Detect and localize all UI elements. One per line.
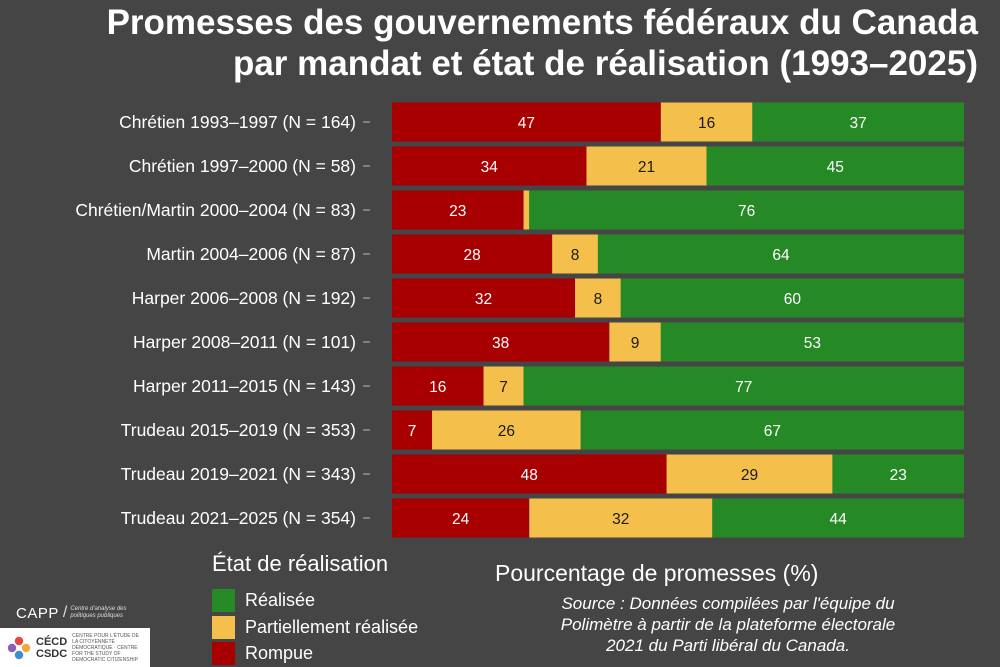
data-label: 76 (738, 203, 755, 220)
data-label: 8 (571, 247, 580, 264)
capp-slash: / (62, 604, 68, 621)
data-label: 38 (492, 335, 509, 352)
bar-segment (666, 454, 833, 494)
data-label: 16 (698, 115, 715, 132)
bar-segment (392, 366, 484, 406)
data-label: 47 (518, 115, 535, 132)
bar-segment (392, 410, 433, 450)
bar-segment (586, 146, 707, 186)
source-line: Polimètre à partir de la plateforme élec… (560, 615, 896, 634)
bar-segment (392, 498, 530, 538)
cecd-logo: CÉCD CSDC CENTRE POUR L'ÉTUDE DE LA CITO… (0, 628, 150, 667)
data-label: 23 (890, 467, 907, 484)
bar-segment (392, 146, 587, 186)
bar-segment (832, 454, 964, 494)
bar-segment (392, 278, 576, 318)
data-label: 23 (449, 203, 466, 220)
capp-description: Centre d'analyse des politiques publique… (70, 606, 127, 619)
cecd-description: CENTRE POUR L'ÉTUDE DE LA CITOYENNETÉ DÉ… (72, 632, 139, 663)
legend-swatch-rompue (212, 641, 235, 665)
bar-segment (706, 146, 964, 186)
data-label: 21 (638, 159, 655, 176)
x-axis-title: Pourcentage de promesses (%) (495, 560, 819, 586)
bar-segment (575, 278, 621, 318)
legend-item-partiellement: Partiellement réalisée (212, 615, 418, 639)
bar-segment (660, 102, 753, 142)
cecd-emblem-icon (7, 636, 31, 659)
capp-name: CAPP (16, 604, 59, 622)
chart-title-line-1: Promesses des gouvernements fédéraux du … (106, 3, 978, 42)
data-label: 26 (498, 423, 515, 440)
data-label: 24 (452, 511, 470, 528)
bar-segment (523, 366, 964, 406)
data-label: 77 (735, 379, 752, 396)
bar-segment (752, 102, 964, 142)
legend-title: État de réalisation (212, 551, 389, 576)
bar-segment (392, 190, 524, 230)
source-line: 2021 du Parti libéral du Canada. (606, 636, 850, 655)
bar-segment (392, 454, 667, 494)
bar-segment (523, 190, 530, 230)
y-tick-label: Harper 2006–2008 (N = 192) (132, 288, 356, 308)
data-label: 67 (764, 423, 781, 440)
chart-title-line-2: par mandat et état de réalisation (1993–… (232, 44, 978, 83)
y-tick-label: Chrétien 1997–2000 (N = 58) (129, 156, 356, 176)
data-label: 48 (521, 467, 538, 484)
bar-segment (580, 410, 964, 450)
data-label: 9 (631, 335, 640, 352)
bar-segment (552, 234, 598, 274)
bar-segment (609, 322, 661, 362)
data-label: 60 (784, 291, 802, 308)
data-label: 7 (499, 379, 508, 396)
legend-swatch-partiellement (212, 615, 235, 639)
y-tick-label: Trudeau 2021–2025 (N = 354) (121, 508, 356, 528)
legend-label-partiellement: Partiellement réalisée (245, 616, 419, 637)
bar-segment (529, 190, 964, 230)
data-label: 29 (741, 467, 758, 484)
data-label: 53 (804, 335, 821, 352)
bar-segment (483, 366, 524, 406)
bar-segment (660, 322, 964, 362)
bar-segment (392, 234, 553, 274)
legend-label-rompue: Rompue (245, 642, 314, 663)
y-tick-label: Harper 2008–2011 (N = 101) (133, 332, 356, 352)
data-label: 32 (475, 291, 492, 308)
legend-item-realisee: Réalisée (212, 588, 315, 612)
y-tick-label: Chrétien/Martin 2000–2004 (N = 83) (75, 200, 356, 220)
y-tick-label: Trudeau 2019–2021 (N = 343) (121, 464, 356, 484)
data-label: 7 (408, 423, 417, 440)
data-label: 8 (594, 291, 603, 308)
cecd-acronym-fr: CÉCD (36, 635, 68, 648)
bar-segment (597, 234, 964, 274)
data-label: 45 (827, 159, 844, 176)
data-label: 34 (481, 159, 499, 176)
y-tick-label: Martin 2004–2006 (N = 87) (146, 244, 356, 264)
y-tick-label: Chrétien 1993–1997 (N = 164) (119, 112, 356, 132)
source-note: Source : Données compilées par l'équipe … (518, 593, 938, 656)
source-line: Source : Données compilées par l'équipe … (561, 594, 895, 613)
bar-segment (432, 410, 581, 450)
capp-logo: CAPP / Centre d'analyse des politiques p… (16, 604, 130, 622)
data-label: 64 (772, 247, 790, 264)
bar-segment (392, 102, 661, 142)
legend-item-rompue: Rompue (212, 641, 313, 665)
bar-segment (392, 322, 610, 362)
bar-segment (712, 498, 964, 538)
cecd-acronyms: CÉCD CSDC (36, 636, 67, 660)
data-label: 28 (463, 247, 480, 264)
data-label: 16 (429, 379, 446, 396)
bar-segment (529, 498, 713, 538)
cecd-acronym-en: CSDC (36, 647, 68, 660)
data-label: 44 (830, 511, 848, 528)
legend-label-realisee: Réalisée (245, 589, 316, 610)
y-tick-label: Trudeau 2015–2019 (N = 353) (121, 420, 356, 440)
legend-swatch-realisee (212, 588, 235, 612)
data-label: 37 (850, 115, 867, 132)
bar-segment (620, 278, 964, 318)
data-label: 32 (612, 511, 629, 528)
y-tick-label: Harper 2011–2015 (N = 143) (133, 376, 356, 396)
